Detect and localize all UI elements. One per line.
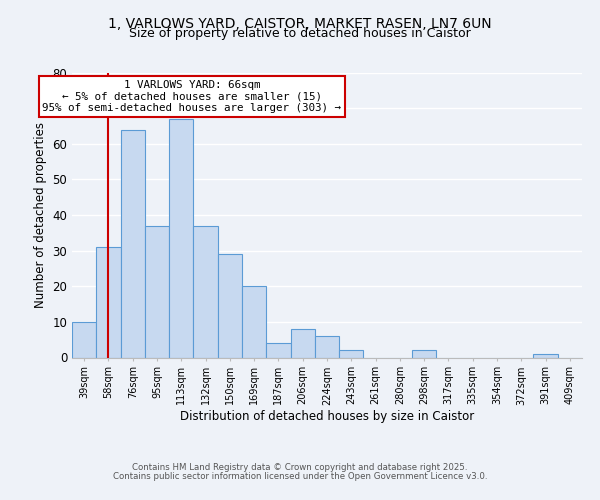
Bar	[193, 226, 218, 358]
Text: Contains public sector information licensed under the Open Government Licence v3: Contains public sector information licen…	[113, 472, 487, 481]
Text: 1, VARLOWS YARD, CAISTOR, MARKET RASEN, LN7 6UN: 1, VARLOWS YARD, CAISTOR, MARKET RASEN, …	[108, 18, 492, 32]
Text: Contains HM Land Registry data © Crown copyright and database right 2025.: Contains HM Land Registry data © Crown c…	[132, 464, 468, 472]
Bar	[290, 329, 315, 358]
Bar	[169, 119, 193, 358]
Bar	[533, 354, 558, 358]
Bar	[121, 130, 145, 358]
Bar	[72, 322, 96, 358]
X-axis label: Distribution of detached houses by size in Caistor: Distribution of detached houses by size …	[180, 410, 474, 423]
Bar	[266, 344, 290, 357]
Text: 1 VARLOWS YARD: 66sqm
← 5% of detached houses are smaller (15)
95% of semi-detac: 1 VARLOWS YARD: 66sqm ← 5% of detached h…	[43, 80, 341, 113]
Bar	[339, 350, 364, 358]
Y-axis label: Number of detached properties: Number of detached properties	[34, 122, 47, 308]
Bar	[96, 247, 121, 358]
Bar	[145, 226, 169, 358]
Bar	[218, 254, 242, 358]
Bar	[315, 336, 339, 357]
Text: Size of property relative to detached houses in Caistor: Size of property relative to detached ho…	[129, 28, 471, 40]
Bar	[412, 350, 436, 358]
Bar	[242, 286, 266, 358]
